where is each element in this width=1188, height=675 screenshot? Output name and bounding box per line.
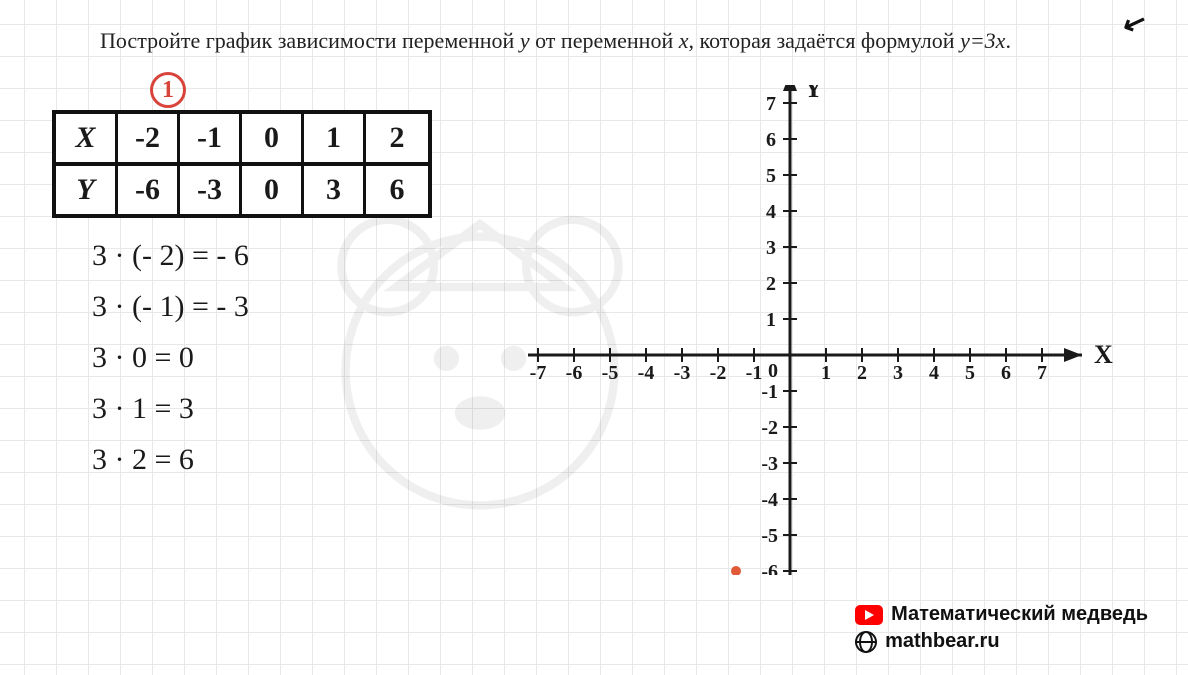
table-cell: 6 xyxy=(366,166,428,214)
table-cell: 0 xyxy=(242,166,304,214)
calc-line: 3 · 0 = 0 xyxy=(92,332,249,383)
svg-text:4: 4 xyxy=(929,362,939,384)
svg-text:2: 2 xyxy=(857,362,867,384)
credit-youtube: Математический медведь xyxy=(855,603,1148,626)
coordinate-plane: -7 -6 -5 -4 -3 -2 -1 1 2 3 4 5 6 7 1 2 3 4 5 6 7 -1 -2 -3 -4 -5 -6… xyxy=(500,85,1140,575)
svg-text:-1: -1 xyxy=(746,362,763,384)
table-header-x: X xyxy=(56,114,118,162)
credit-website: mathbear.ru xyxy=(855,630,1148,653)
svg-text:5: 5 xyxy=(965,362,975,384)
svg-text:1: 1 xyxy=(766,309,776,331)
svg-text:-2: -2 xyxy=(710,362,727,384)
step-badge: 1 xyxy=(150,72,186,108)
problem-text: от переменной xyxy=(530,28,679,53)
table-cell: 1 xyxy=(304,114,366,162)
formula: y=3x xyxy=(960,28,1005,53)
calc-line: 3 · 2 = 6 xyxy=(92,434,249,485)
problem-statement: Постройте график зависимости переменной … xyxy=(100,28,1158,54)
value-table: X -2 -1 0 1 2 Y -6 -3 0 3 6 xyxy=(52,110,432,218)
table-cell: -1 xyxy=(180,114,242,162)
svg-text:7: 7 xyxy=(1037,362,1047,384)
credits: Математический медведь mathbear.ru xyxy=(855,599,1148,653)
channel-name: Математический медведь xyxy=(891,603,1148,626)
svg-text:-2: -2 xyxy=(761,417,778,439)
svg-text:0: 0 xyxy=(768,360,778,382)
table-cell: 2 xyxy=(366,114,428,162)
svg-text:6: 6 xyxy=(766,129,776,151)
svg-text:7: 7 xyxy=(766,93,776,115)
svg-text:6: 6 xyxy=(1001,362,1011,384)
svg-text:-6: -6 xyxy=(566,362,583,384)
table-cell: -3 xyxy=(180,166,242,214)
table-cell: -6 xyxy=(118,166,180,214)
svg-text:4: 4 xyxy=(766,201,776,223)
svg-text:-6: -6 xyxy=(761,561,778,575)
table-cell: 0 xyxy=(242,114,304,162)
svg-text:-5: -5 xyxy=(602,362,619,384)
var-x: x xyxy=(679,28,689,53)
svg-text:X: X xyxy=(1094,340,1113,369)
svg-text:-4: -4 xyxy=(761,489,778,511)
svg-text:3: 3 xyxy=(766,237,776,259)
globe-icon xyxy=(855,631,877,653)
svg-text:-3: -3 xyxy=(761,453,778,475)
calculations: 3 · (- 2) = - 6 3 · (- 1) = - 3 3 · 0 = … xyxy=(92,230,249,485)
problem-text: Постройте график зависимости переменной xyxy=(100,28,520,53)
svg-text:3: 3 xyxy=(893,362,903,384)
problem-text: . xyxy=(1005,28,1011,53)
table-row-y: Y -6 -3 0 3 6 xyxy=(56,162,428,214)
svg-text:-5: -5 xyxy=(761,525,778,547)
calc-line: 3 · (- 1) = - 3 xyxy=(92,281,249,332)
svg-text:-3: -3 xyxy=(674,362,691,384)
table-cell: 3 xyxy=(304,166,366,214)
calc-line: 3 · (- 2) = - 6 xyxy=(92,230,249,281)
svg-text:-7: -7 xyxy=(530,362,547,384)
youtube-icon xyxy=(855,605,883,625)
table-cell: -2 xyxy=(118,114,180,162)
calc-line: 3 · 1 = 3 xyxy=(92,383,249,434)
site-url: mathbear.ru xyxy=(885,630,999,653)
table-header-y: Y xyxy=(56,166,118,214)
svg-text:Y: Y xyxy=(804,85,823,103)
svg-text:2: 2 xyxy=(766,273,776,295)
table-row-x: X -2 -1 0 1 2 xyxy=(56,114,428,162)
svg-text:5: 5 xyxy=(766,165,776,187)
var-y: y xyxy=(520,28,530,53)
problem-text: , которая задаётся формулой xyxy=(689,28,961,53)
svg-text:-4: -4 xyxy=(638,362,655,384)
svg-text:1: 1 xyxy=(821,362,831,384)
svg-text:-1: -1 xyxy=(761,381,778,403)
